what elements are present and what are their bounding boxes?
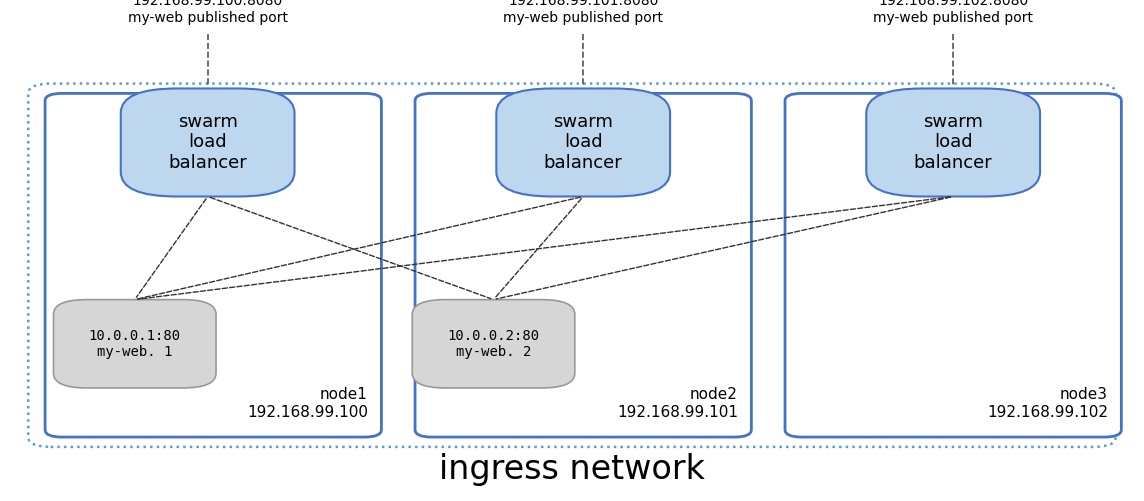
Text: 10.0.0.1:80
my-web. 1: 10.0.0.1:80 my-web. 1	[89, 329, 181, 359]
FancyBboxPatch shape	[415, 93, 752, 437]
Text: swarm
load
balancer: swarm load balancer	[543, 113, 622, 172]
FancyBboxPatch shape	[54, 300, 216, 388]
FancyBboxPatch shape	[785, 93, 1121, 437]
Text: node1
192.168.99.100: node1 192.168.99.100	[247, 387, 368, 420]
Text: 192.168.99.100:8080
my-web published port: 192.168.99.100:8080 my-web published por…	[128, 0, 287, 25]
Text: node2
192.168.99.101: node2 192.168.99.101	[617, 387, 738, 420]
Text: swarm
load
balancer: swarm load balancer	[168, 113, 247, 172]
FancyBboxPatch shape	[412, 300, 574, 388]
FancyBboxPatch shape	[121, 89, 294, 196]
FancyBboxPatch shape	[45, 93, 381, 437]
Text: swarm
load
balancer: swarm load balancer	[914, 113, 993, 172]
Text: 10.0.0.2:80
my-web. 2: 10.0.0.2:80 my-web. 2	[447, 329, 540, 359]
Text: 192.168.99.101:8080
my-web published port: 192.168.99.101:8080 my-web published por…	[503, 0, 664, 25]
Text: 192.168.99.102:8080
my-web published port: 192.168.99.102:8080 my-web published por…	[873, 0, 1033, 25]
FancyBboxPatch shape	[866, 89, 1040, 196]
Text: node3
192.168.99.102: node3 192.168.99.102	[987, 387, 1107, 420]
Text: ingress network: ingress network	[439, 453, 705, 486]
FancyBboxPatch shape	[496, 89, 670, 196]
